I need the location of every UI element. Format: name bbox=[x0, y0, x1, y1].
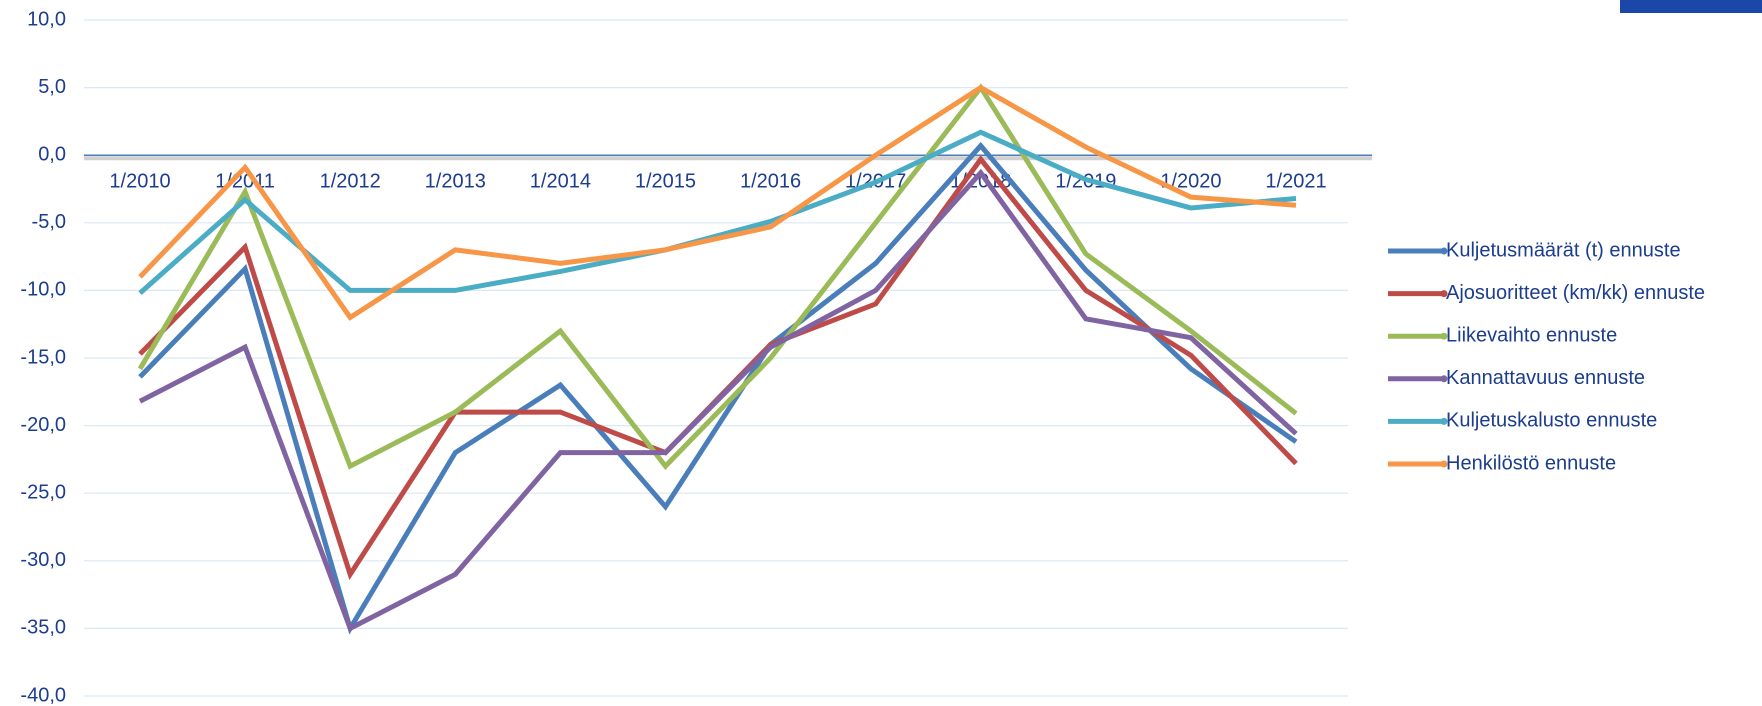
series-line bbox=[138, 129, 1297, 295]
legend-marker bbox=[1440, 290, 1448, 298]
y-tick-label: 5,0 bbox=[38, 76, 66, 98]
y-tick-label: -35,0 bbox=[20, 617, 66, 639]
legend-marker bbox=[1440, 460, 1448, 468]
y-tick-label: -25,0 bbox=[20, 481, 66, 503]
y-tick-label: 10,0 bbox=[27, 8, 66, 30]
legend-label: Kuljetuskalusto ennuste bbox=[1446, 410, 1657, 432]
corner-bar bbox=[1620, 0, 1762, 13]
legend-label: Henkilöstö ennuste bbox=[1446, 452, 1616, 474]
x-tick-label: 1/2015 bbox=[635, 170, 696, 192]
x-tick-label: 1/2012 bbox=[320, 170, 381, 192]
y-tick-label: -30,0 bbox=[20, 549, 66, 571]
series-line bbox=[138, 168, 1298, 632]
legend-marker bbox=[1440, 247, 1448, 255]
legend-label: Liikevaihto ennuste bbox=[1446, 324, 1617, 346]
x-tick-label: 1/2010 bbox=[109, 170, 170, 192]
legend-marker bbox=[1440, 332, 1448, 340]
x-tick-label: 1/2014 bbox=[530, 170, 591, 192]
legend-marker bbox=[1440, 375, 1448, 383]
legend-label: Kuljetusmäärät (t) ennuste bbox=[1446, 239, 1681, 261]
y-tick-label: -15,0 bbox=[20, 346, 66, 368]
x-tick-label: 1/2021 bbox=[1265, 170, 1326, 192]
legend-marker bbox=[1440, 417, 1448, 425]
y-tick-label: -40,0 bbox=[20, 684, 66, 706]
x-tick-label: 1/2020 bbox=[1160, 170, 1221, 192]
y-tick-label: -20,0 bbox=[20, 414, 66, 436]
series-line bbox=[137, 83, 1298, 470]
legend-label: Kannattavuus ennuste bbox=[1446, 367, 1645, 389]
legend-label: Ajosuoritteet (km/kk) ennuste bbox=[1446, 282, 1705, 304]
series-line bbox=[138, 141, 1298, 635]
x-tick-label: 1/2016 bbox=[740, 170, 801, 192]
y-tick-label: -10,0 bbox=[20, 279, 66, 301]
y-tick-label: 0,0 bbox=[38, 143, 66, 165]
series-line bbox=[138, 84, 1297, 321]
y-tick-label: -5,0 bbox=[32, 211, 66, 233]
x-tick-label: 1/2013 bbox=[425, 170, 486, 192]
